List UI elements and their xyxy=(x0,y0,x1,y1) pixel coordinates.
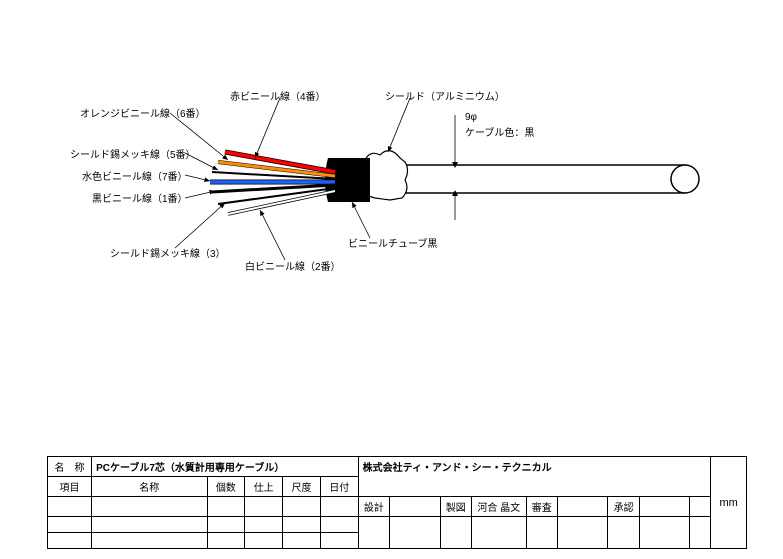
cell-r4-3 xyxy=(207,517,245,533)
cell-r4-9 xyxy=(440,517,471,549)
cell-e4 xyxy=(245,497,283,517)
cable-end-cap xyxy=(671,165,699,193)
cell-col-finish: 仕上 xyxy=(245,477,283,497)
label-wire3: シールド錫メッキ線（3） xyxy=(110,245,226,260)
label-wire7: 水色ビニール線（7番） xyxy=(82,168,188,183)
cell-spare xyxy=(690,497,711,517)
cell-e6 xyxy=(320,497,358,517)
cell-drawn: 製図 xyxy=(440,497,471,517)
cell-r4-14 xyxy=(639,517,689,549)
cell-item-label: 項目 xyxy=(48,477,92,497)
cell-product-name: PCケーブル7芯（水質計用専用ケーブル） xyxy=(92,457,359,477)
label-cable-color: ケーブル色：黒 xyxy=(465,124,534,139)
title-block: 名 称 PCケーブル7芯（水質計用専用ケーブル） 株式会社ティ・アンド・シー・テ… xyxy=(47,456,747,549)
cell-design-v xyxy=(390,497,440,517)
cable-sheath xyxy=(375,165,685,193)
cell-r4-8 xyxy=(390,517,440,549)
label-diameter: 9φ xyxy=(465,112,477,123)
label-wire1: 黒ビニール線（1番） xyxy=(92,190,188,205)
cell-r5-3 xyxy=(207,533,245,549)
cell-r4-5 xyxy=(283,517,321,533)
cell-design: 設計 xyxy=(358,497,389,517)
label-shield: シールド（アルミニウム） xyxy=(385,88,505,103)
cell-name-label: 名 称 xyxy=(48,457,92,477)
cell-col-qty: 個数 xyxy=(207,477,245,497)
cell-drawn-name: 河合 晶文 xyxy=(471,497,526,517)
cell-r4-6 xyxy=(320,517,358,533)
shield-shape xyxy=(365,151,408,200)
label-wire4: 赤ビニール線（4番） xyxy=(230,88,326,103)
cell-r4-11 xyxy=(526,517,557,549)
cell-r5-6 xyxy=(320,533,358,549)
cell-e3 xyxy=(207,497,245,517)
cell-r5-1 xyxy=(48,533,92,549)
label-wire5: シールド錫メッキ線（5番） xyxy=(70,146,196,161)
cable-diagram: 赤ビニール線（4番） オレンジビニール線（6番） シールド（アルミニウム） シー… xyxy=(70,80,710,280)
cell-r5-4 xyxy=(245,533,283,549)
wires-group xyxy=(210,152,335,214)
cell-r4-1 xyxy=(48,517,92,533)
cell-r4-2 xyxy=(92,517,207,533)
cell-e5 xyxy=(283,497,321,517)
cell-r4-15 xyxy=(690,517,711,549)
cell-e2 xyxy=(92,497,207,517)
label-wire2: 白ビニール線（2番） xyxy=(245,258,341,273)
cell-col-date: 日付 xyxy=(320,477,358,497)
cell-r5-5 xyxy=(283,533,321,549)
cell-r4-7 xyxy=(358,517,389,549)
cell-col-scale: 尺度 xyxy=(283,477,321,497)
label-wire6: オレンジビニール線（6番） xyxy=(80,105,206,120)
cell-r4-10 xyxy=(471,517,526,549)
cell-r4-13 xyxy=(608,517,639,549)
cell-r4-12 xyxy=(558,517,608,549)
cell-review-v xyxy=(558,497,608,517)
cell-unit: mm xyxy=(711,457,747,549)
cell-e1 xyxy=(48,497,92,517)
label-tube: ビニールチューブ黒 xyxy=(348,235,437,250)
cell-r5-2 xyxy=(92,533,207,549)
cell-r4-4 xyxy=(245,517,283,533)
cell-company: 株式会社ティ・アンド・シー・テクニカル xyxy=(358,457,711,497)
cell-approve: 承認 xyxy=(608,497,639,517)
cell-approve-v xyxy=(639,497,689,517)
cell-review: 審査 xyxy=(526,497,557,517)
cell-col-name: 名称 xyxy=(92,477,207,497)
